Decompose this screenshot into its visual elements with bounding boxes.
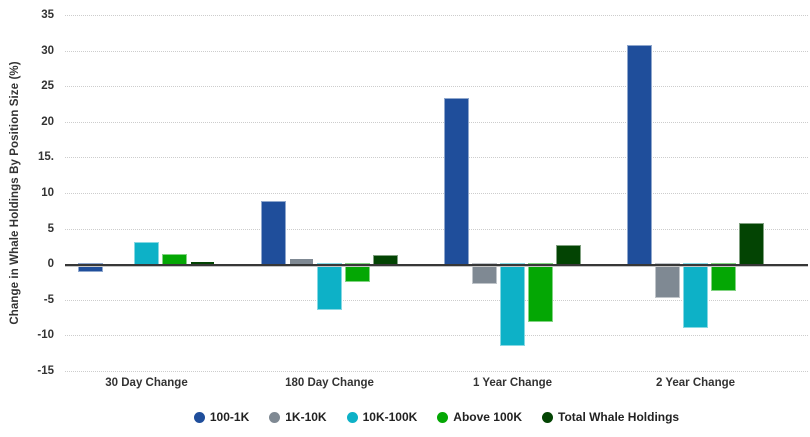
legend-marker-circle <box>269 411 281 423</box>
y-tick-label: 30 <box>41 44 54 57</box>
y-tick-label: -10 <box>37 329 54 342</box>
bar-100-1k-30-day-change[interactable] <box>79 264 102 271</box>
bar-10k-100k-30-day-change[interactable] <box>135 242 158 265</box>
bar-100-1k-180-day-change[interactable] <box>262 202 285 265</box>
bar-10k-100k-2-year-change[interactable] <box>684 264 707 327</box>
bar-above-100k-30-day-change[interactable] <box>163 254 186 265</box>
bar-1k-10k-1-year-change[interactable] <box>473 264 496 283</box>
y-tick-label: 15. <box>38 151 54 164</box>
y-tick-label: 35 <box>41 9 54 21</box>
legend-item-total-whale-holdings[interactable]: Total Whale Holdings <box>542 410 679 424</box>
legend-label: 100-1K <box>209 410 250 424</box>
x-tick-label-30-day-change: 30 Day Change <box>105 377 188 389</box>
gridline <box>65 193 808 194</box>
gridline <box>65 15 808 16</box>
legend-marker-circle <box>193 411 205 423</box>
x-tick-label-180-day-change: 180 Day Change <box>285 377 374 389</box>
gridline <box>65 335 808 337</box>
y-tick-label: 25 <box>41 80 54 93</box>
bar-1k-10k-180-day-change[interactable] <box>290 259 313 265</box>
y-tick-label: -5 <box>43 293 54 306</box>
legend-label: 1K-10K <box>285 410 327 424</box>
legend-item-100-1k[interactable]: 100-1K <box>193 410 250 424</box>
category-band-2-year-change <box>604 15 787 371</box>
x-tick-label-2-year-change: 2 Year Change <box>655 377 736 389</box>
x-axis-labels: 30 Day Change 180 Day Change 1 Year Change… <box>55 377 787 389</box>
gridline <box>65 228 808 230</box>
bar-above-100k-180-day-change[interactable] <box>346 264 369 281</box>
y-tick-label: 0 <box>47 258 54 271</box>
bar-100-1k-1-year-change[interactable] <box>445 99 468 265</box>
gridline <box>65 86 808 88</box>
bar-100-1k-2-year-change[interactable] <box>628 45 651 265</box>
legend-marker-circle <box>542 411 553 423</box>
bar-1k-10k-2-year-change[interactable] <box>656 264 679 297</box>
legend-item-10k-100k[interactable]: 10K-100K <box>346 410 418 424</box>
bar-above-100k-1-year-change[interactable] <box>529 264 552 322</box>
y-tick-label: 20 <box>41 115 54 128</box>
bar-total-whale-holdings-30-day-change[interactable] <box>191 262 214 265</box>
legend-marker-circle <box>346 411 358 423</box>
plot-area <box>65 15 808 372</box>
bar-total-whale-holdings-1-year-change[interactable] <box>557 246 580 265</box>
legend-label: Above 100K <box>453 410 522 424</box>
legend-item-above-100k[interactable]: Above 100K <box>437 410 522 424</box>
bar-above-100k-2-year-change[interactable] <box>712 264 735 290</box>
gridline <box>65 50 808 52</box>
bar-total-whale-holdings-180-day-change[interactable] <box>374 256 397 265</box>
x-tick-label-1-year-change: 1 Year Change <box>472 377 553 389</box>
bar-10k-100k-180-day-change[interactable] <box>318 264 341 310</box>
bar-10k-100k-1-year-change[interactable] <box>501 264 524 346</box>
legend-marker-circle <box>437 411 449 423</box>
legend-label: 10K-100K <box>362 410 418 424</box>
y-axis-ticks: 35 30 25 20 15. 10 5 0 -5 -10 -15 <box>0 9 58 377</box>
gridline <box>65 121 808 123</box>
y-tick-label: -15 <box>37 365 54 377</box>
gridline <box>65 157 808 159</box>
plot-bands <box>55 15 787 371</box>
gridline <box>65 299 808 301</box>
legend-item-1k-10k[interactable]: 1K-10K <box>269 410 327 424</box>
category-band-180-day-change <box>238 15 421 371</box>
bar-total-whale-holdings-2-year-change[interactable] <box>740 224 763 265</box>
zero-axis-line <box>65 264 808 267</box>
gridline <box>65 371 808 372</box>
category-band-1-year-change <box>421 15 604 371</box>
y-tick-label: 10 <box>41 187 54 199</box>
y-tick-label: 5 <box>47 222 54 235</box>
legend: 100-1K 1K-10K 10K-100K Above 100K Total Whal… <box>65 410 808 424</box>
legend-label: Total Whale Holdings <box>558 410 680 424</box>
